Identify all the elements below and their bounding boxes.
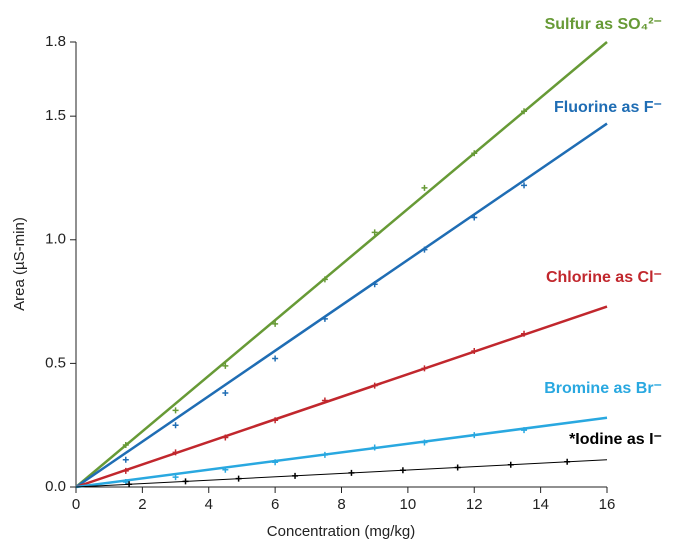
point [521,427,528,434]
x-tick-label: 4 [205,496,213,513]
y-tick-label: 0.0 [45,478,66,495]
x-tick-label: 12 [466,496,483,513]
legend-label: Fluorine as F⁻ [554,99,662,116]
point [471,348,478,355]
point [321,451,328,458]
fit-line [75,416,608,489]
point [507,461,514,468]
point [272,355,279,362]
point [172,449,179,456]
legend-label: *Iodine as I⁻ [569,431,662,448]
point [126,481,133,488]
point [521,108,528,115]
y-tick-label: 1.8 [45,33,66,50]
point [454,464,461,471]
x-tick-label: 16 [599,496,616,513]
point [122,456,129,463]
legend-label: Sulfur as SO₄²⁻ [545,16,662,33]
legend-label: Bromine as Br⁻ [544,380,662,397]
x-tick-label: 6 [271,496,279,513]
y-tick-label: 1.0 [45,231,66,248]
y-axis-label: Area (µS-min) [11,217,28,311]
fit-line [75,459,608,488]
x-tick-label: 2 [138,496,146,513]
point [421,184,428,191]
point [521,182,528,189]
point [122,467,129,474]
point [222,434,229,441]
y-tick-label: 1.5 [45,107,66,124]
point [235,475,242,482]
point [321,397,328,404]
fit-line [75,122,608,489]
point [471,432,478,439]
point [321,276,328,283]
point [564,458,571,465]
x-axis-label: Concentration (mg/kg) [267,523,415,540]
point [222,466,229,473]
point [421,246,428,253]
point [421,439,428,446]
point [182,478,189,485]
point [471,214,478,221]
point [122,441,129,448]
x-tick-label: 14 [532,496,549,513]
point [272,459,279,466]
point [172,474,179,481]
x-tick-label: 8 [337,496,345,513]
point [371,444,378,451]
point [172,407,179,414]
legend-label: Chlorine as Cl⁻ [546,269,662,286]
point [321,315,328,322]
fit-line [75,41,608,488]
y-tick-label: 0.5 [45,354,66,371]
point [371,229,378,236]
point [371,281,378,288]
point [348,469,355,476]
fit-line [75,305,608,489]
point [421,365,428,372]
point [172,422,179,429]
point [399,467,406,474]
point [222,390,229,397]
point [521,330,528,337]
point [272,320,279,327]
x-tick-label: 0 [72,496,80,513]
point [471,150,478,157]
point [272,417,279,424]
x-tick-label: 10 [400,496,417,513]
point [292,472,299,479]
point [222,362,229,369]
point [371,382,378,389]
